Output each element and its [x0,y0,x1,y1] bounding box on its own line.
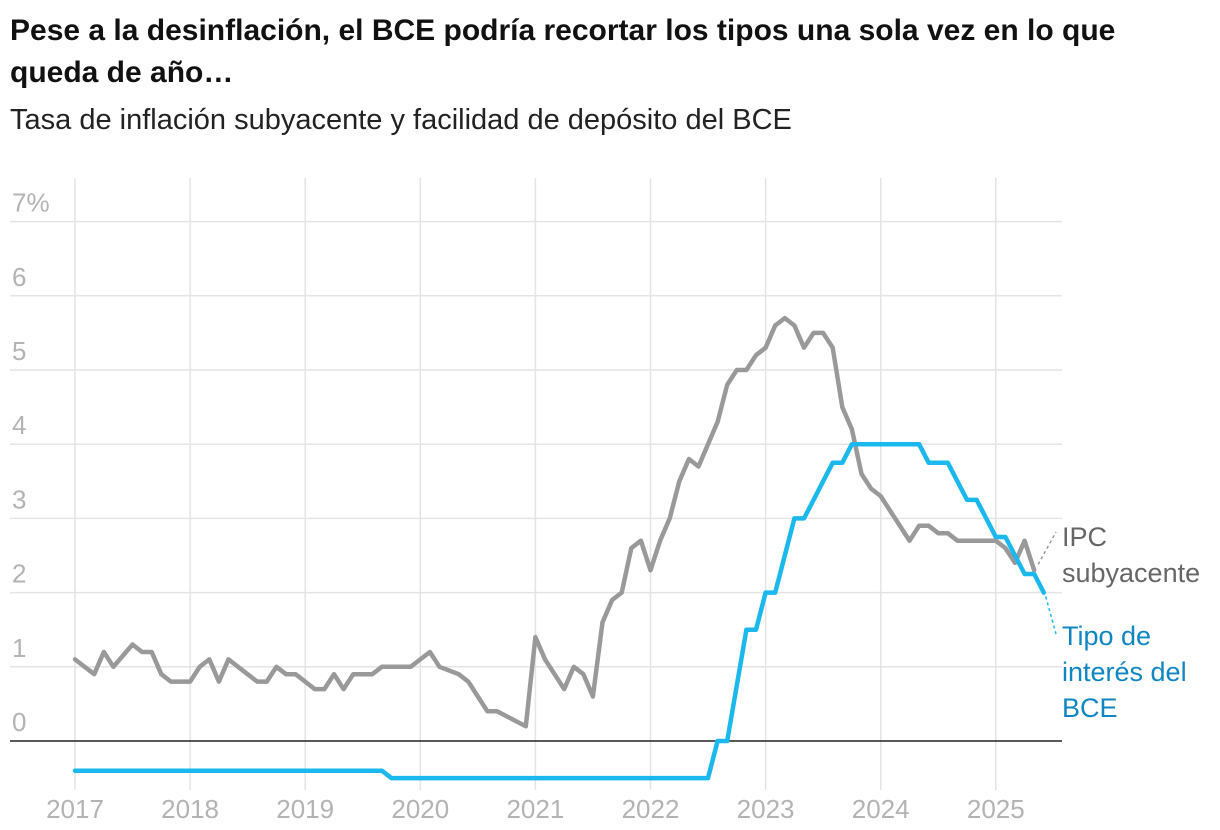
x-tick-label: 2020 [391,794,449,824]
y-tick-label: 1 [12,633,26,663]
x-tick-label: 2024 [852,794,910,824]
ipc-subyacente-label: subyacente [1062,558,1200,588]
y-tick-label: 3 [12,484,26,514]
bce-label-connector [1045,596,1057,635]
x-tick-label: 2023 [737,794,795,824]
y-tick-label: 6 [12,262,26,292]
x-tick-label: 2021 [506,794,564,824]
x-axis-ticks: 2017 2018 2019 2020 2021 2022 2023 2024 2025 [46,794,1025,824]
x-tick-label: 2025 [967,794,1025,824]
x-tick-label: 2019 [276,794,334,824]
tipo-bce-label: Tipo de [1062,621,1151,651]
y-tick-label: 0 [12,707,26,737]
series-line-tipo-bce [72,441,1047,781]
x-tick-label: 2017 [46,794,104,824]
tipo-bce-label: BCE [1062,693,1118,723]
ipc-label-connector [1037,531,1057,565]
x-tick-label: 2018 [161,794,219,824]
tipo-bce-label: interés del [1062,657,1187,687]
y-tick-label: 7% [12,188,50,218]
y-tick-label: 2 [12,559,26,589]
y-axis-ticks: 0 1 2 3 4 5 6 7% [12,188,50,737]
chart-subtitle: Tasa de inflación subyacente y facilidad… [10,104,792,136]
series-line-ipc-subyacente [72,315,1037,729]
ipc-subyacente-label: IPC [1062,522,1107,552]
y-tick-label: 4 [12,410,26,440]
chart-title: Pese a la desinflación, el BCE podría re… [10,14,1116,89]
y-tick-label: 5 [12,336,26,366]
x-tick-label: 2022 [622,794,680,824]
gridlines [10,178,1062,790]
series-labels: IPC subyacente Tipo de interés del BCE [1037,522,1200,723]
series-lines [72,315,1047,781]
